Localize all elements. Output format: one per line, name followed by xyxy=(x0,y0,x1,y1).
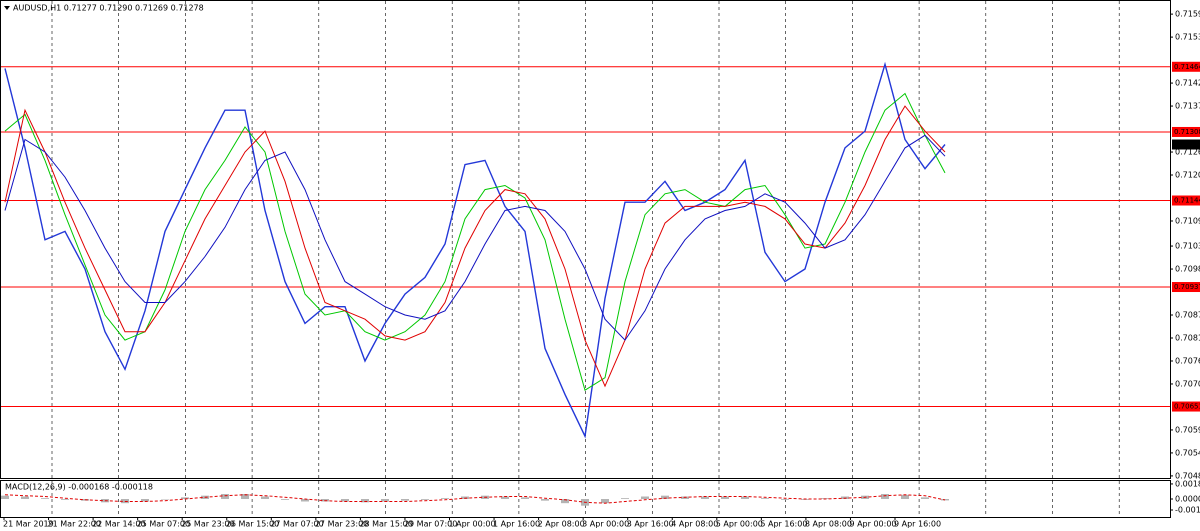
x-tick-label: 29 Mar 07:00 xyxy=(404,520,457,529)
macd-bar xyxy=(301,499,309,502)
level-label-box xyxy=(1172,401,1200,412)
macd-bar xyxy=(421,499,429,500)
y-tick-label: 0.70760 xyxy=(1175,356,1200,365)
y-tick-label: 0.001807 xyxy=(1175,479,1200,488)
macd-bar xyxy=(401,499,409,501)
macd-bar xyxy=(61,499,69,500)
level-label: 0.70651 xyxy=(1174,403,1200,411)
x-tick-label: 25 Mar 23:00 xyxy=(181,520,234,529)
x-tick-label: 2 Apr 08:00 xyxy=(538,520,585,529)
macd-bar xyxy=(281,499,289,500)
macd-bar xyxy=(781,499,789,500)
y-tick-label: -0.00132 xyxy=(1175,506,1200,515)
macd-bar xyxy=(221,494,229,499)
y-tick-label: 0.71590 xyxy=(1175,10,1200,19)
x-tick-label: 27 Mar 07:00 xyxy=(270,520,323,529)
y-tick-label: 0.71095 xyxy=(1175,216,1200,225)
series-line xyxy=(4,92,946,391)
chart-title: AUDUSD,H1 0.71277 0.71290 0.71269 0.7127… xyxy=(13,4,204,13)
level-label-box xyxy=(1172,126,1200,137)
x-tick-label: 22 Mar 14:00 xyxy=(92,520,145,529)
series-line xyxy=(4,134,946,341)
x-tick-label: 27 Mar 23:00 xyxy=(315,520,368,529)
series-line xyxy=(4,61,946,439)
level-label-box xyxy=(1172,61,1200,72)
x-tick-label: 26 Mar 15:00 xyxy=(226,520,279,529)
x-tick-label: 9 Apr 16:00 xyxy=(894,520,941,529)
y-tick-label: 0.71535 xyxy=(1175,33,1200,42)
macd-bar xyxy=(261,496,269,499)
y-tick-label: 0.71425 xyxy=(1175,79,1200,88)
macd-bar xyxy=(541,499,549,501)
macd-bar xyxy=(641,496,649,499)
level-label: 0.71144 xyxy=(1174,197,1200,205)
macd-bar xyxy=(741,496,749,499)
macd-bar xyxy=(761,498,769,499)
macd-bar xyxy=(141,499,149,502)
level-label-box xyxy=(1172,195,1200,206)
macd-bar xyxy=(21,496,29,499)
series-line xyxy=(4,105,946,388)
x-tick-label: 21 Mar 2019 xyxy=(3,520,54,529)
x-tick-label: 4 Apr 08:00 xyxy=(671,520,718,529)
x-tick-label: 25 Mar 07:00 xyxy=(137,520,190,529)
series-line xyxy=(4,494,946,504)
y-tick-label: 0.71260 xyxy=(1175,148,1200,157)
macd-bar xyxy=(621,498,629,499)
macd-bar xyxy=(381,499,389,502)
y-tick-label: 0.70870 xyxy=(1175,311,1200,320)
y-tick-label: 0.70980 xyxy=(1175,265,1200,274)
y-tick-label: 0.70705 xyxy=(1175,379,1200,388)
macd-bar xyxy=(881,494,889,499)
macd-bar xyxy=(441,498,449,499)
price-label-box xyxy=(1172,139,1200,150)
x-tick-label: 3 Apr 16:00 xyxy=(627,520,674,529)
level-label-box xyxy=(1172,282,1200,293)
y-tick-label: 0.70540 xyxy=(1175,448,1200,457)
macd-bar xyxy=(341,499,349,502)
macd-bar xyxy=(721,496,729,499)
y-tick-label: 0.0000 xyxy=(1175,495,1200,504)
macd-bar xyxy=(521,497,529,499)
y-tick-label: 0.71205 xyxy=(1175,171,1200,180)
price-label: 0.71278 xyxy=(1174,141,1200,149)
macd-bar xyxy=(241,494,249,499)
x-tick-label: 21 Mar 22:00 xyxy=(48,520,101,529)
macd-bar xyxy=(161,499,169,500)
menu-arrow[interactable] xyxy=(4,6,10,10)
macd-bar xyxy=(701,496,709,499)
y-tick-label: 0.70485 xyxy=(1175,471,1200,480)
y-tick-label: 0.70595 xyxy=(1175,425,1200,434)
macd-bar xyxy=(361,499,369,503)
x-tick-label: 1 Apr 00:00 xyxy=(449,520,496,529)
macd-bar xyxy=(661,495,669,499)
macd-bar xyxy=(601,499,609,504)
macd-bar xyxy=(41,498,49,499)
y-tick-label: 0.71370 xyxy=(1175,102,1200,111)
macd-bar xyxy=(501,496,509,499)
macd-bar xyxy=(181,497,189,499)
x-tick-label: 28 Mar 15:00 xyxy=(359,520,412,529)
x-tick-label: 9 Apr 00:00 xyxy=(849,520,896,529)
x-tick-label: 5 Apr 00:00 xyxy=(716,520,763,529)
level-label: 0.70937 xyxy=(1174,283,1200,291)
macd-bar xyxy=(901,494,909,499)
y-tick-label: 0.71035 xyxy=(1175,242,1200,251)
level-label: 0.71464 xyxy=(1174,63,1200,71)
x-tick-label: 1 Apr 16:00 xyxy=(493,520,540,529)
x-tick-label: 8 Apr 08:00 xyxy=(805,520,852,529)
level-label: 0.71308 xyxy=(1174,128,1200,136)
x-tick-label: 5 Apr 16:00 xyxy=(760,520,807,529)
macd-title: MACD(12,26,9) -0.000168 -0.000118 xyxy=(5,483,153,492)
y-tick-label: 0.70815 xyxy=(1175,334,1200,343)
macd-bar xyxy=(1,495,9,499)
macd-bar xyxy=(561,499,569,504)
macd-bar xyxy=(921,497,929,499)
x-tick-label: 3 Apr 00:00 xyxy=(582,520,629,529)
